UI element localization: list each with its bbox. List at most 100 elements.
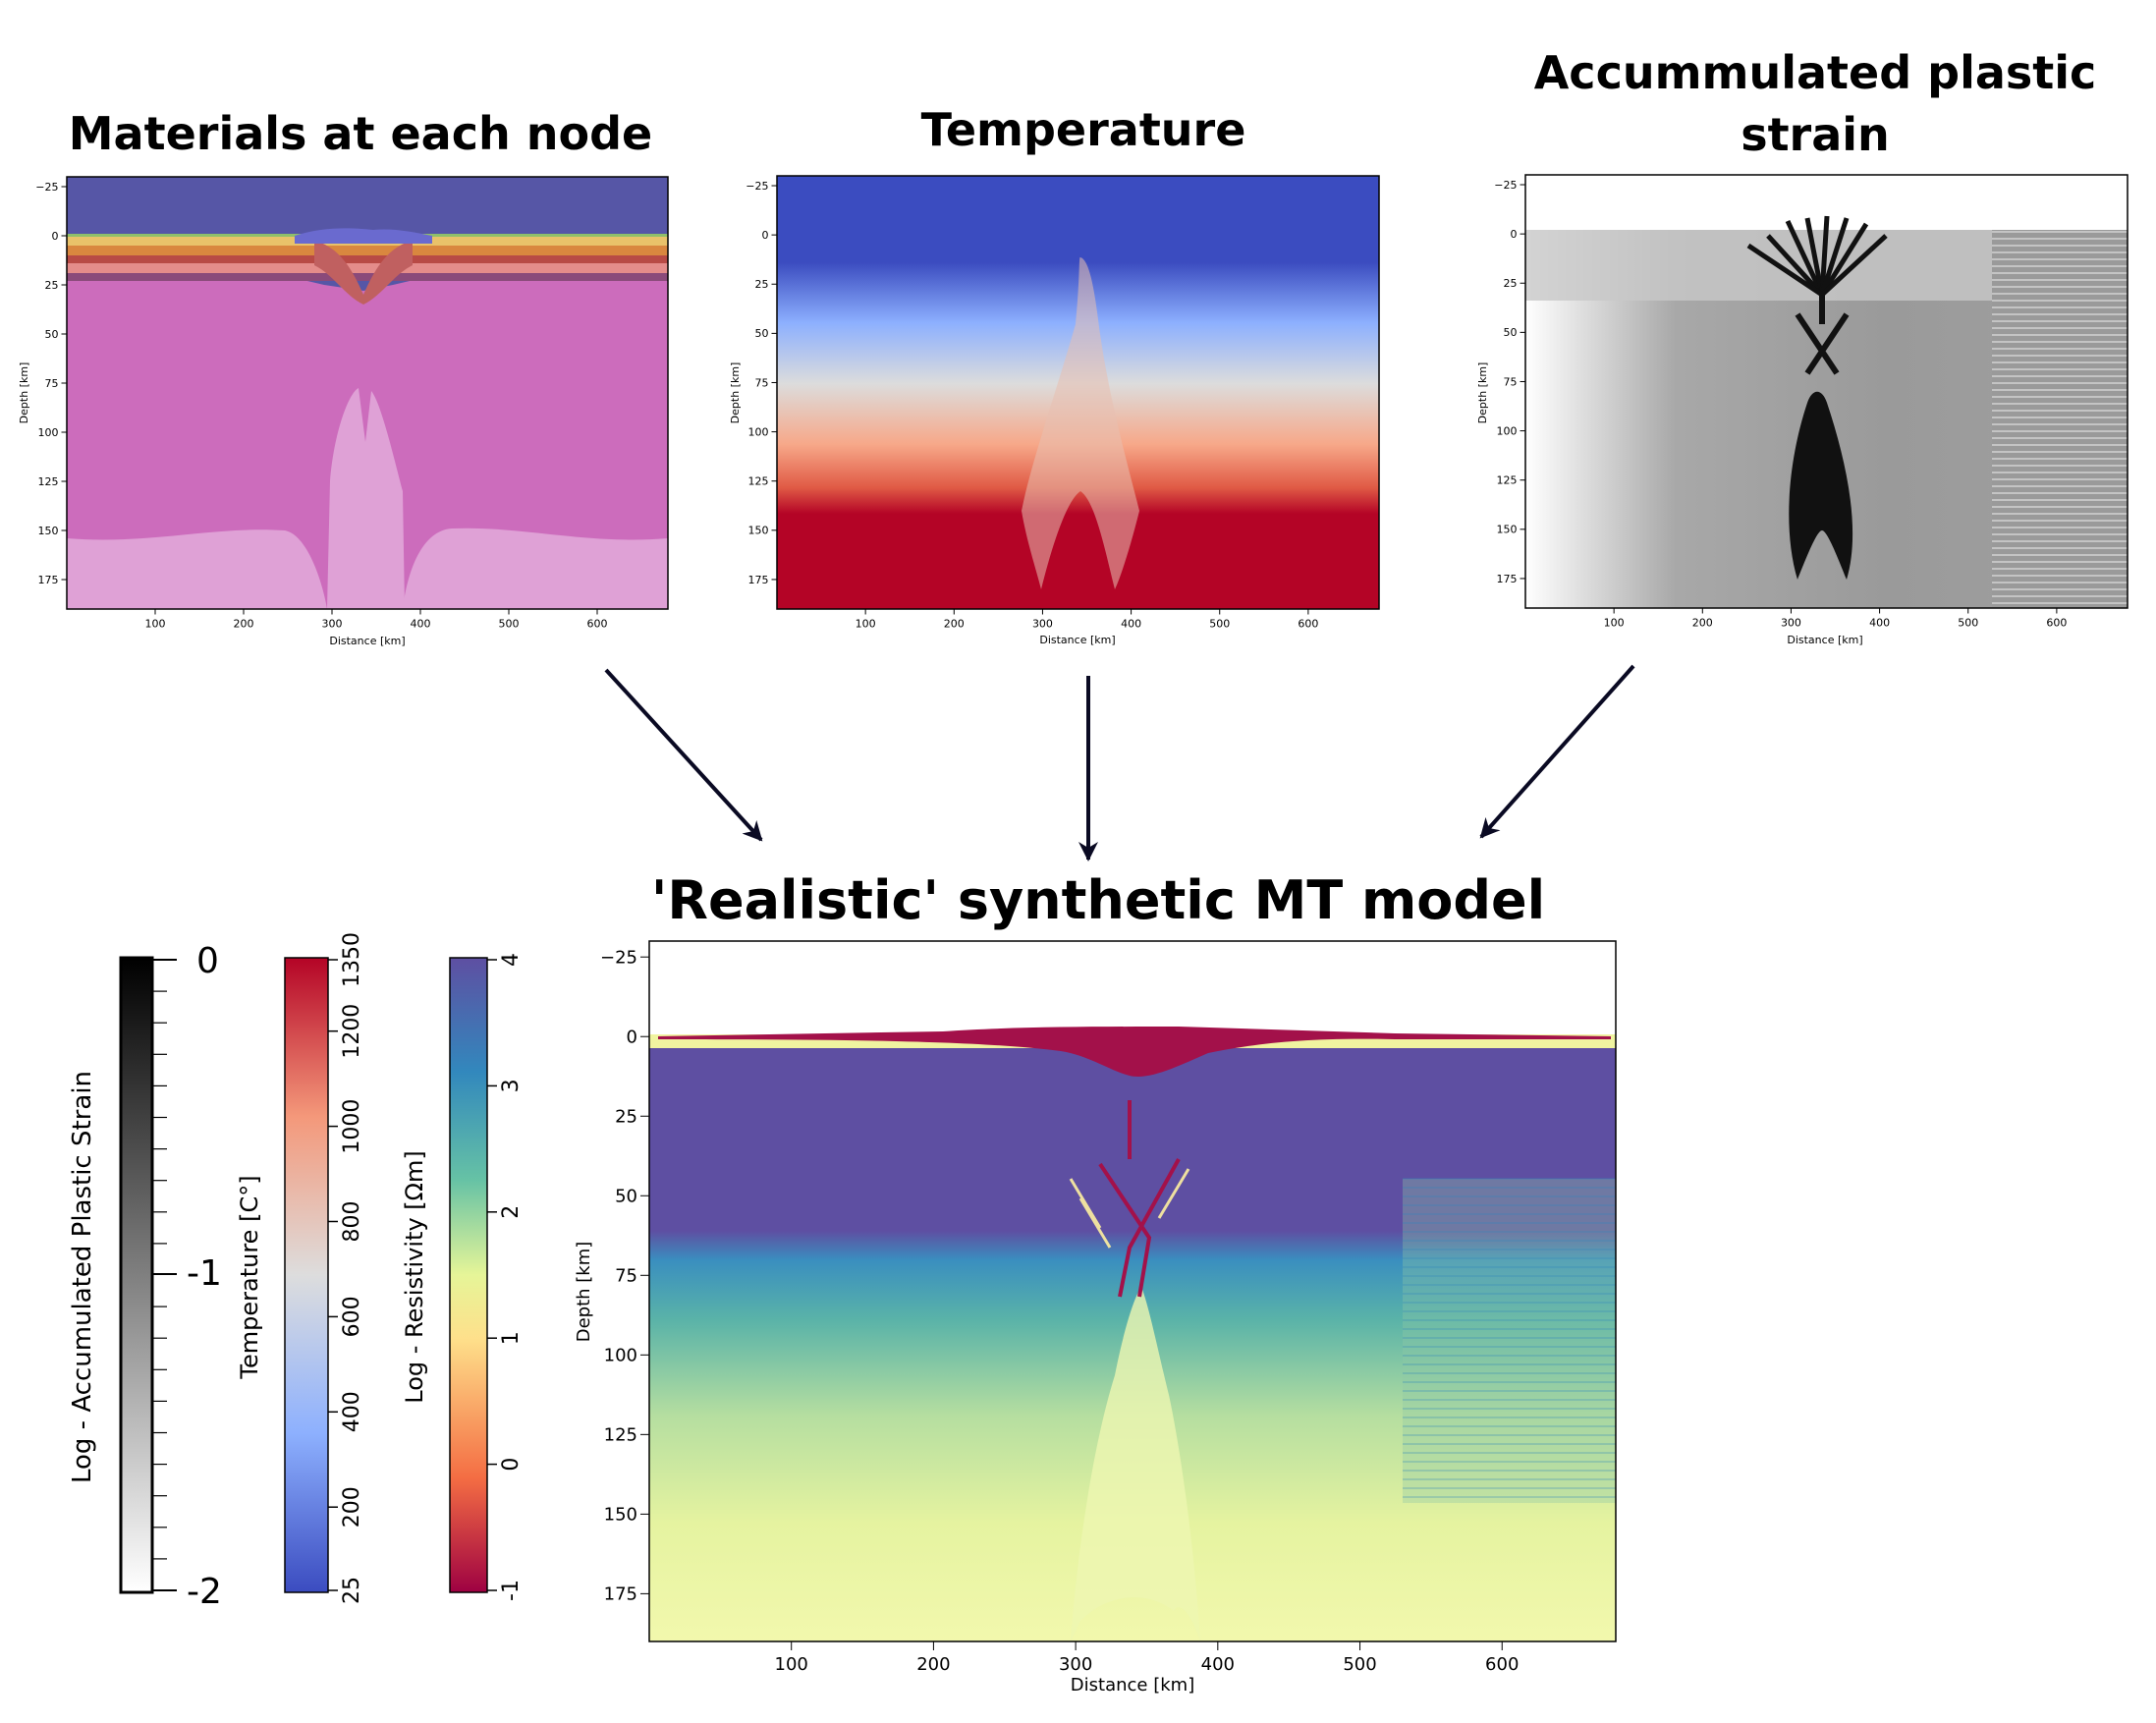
strain-upper-crust — [1525, 230, 1992, 301]
mt-stripes — [1403, 1178, 1616, 1498]
y-tick-label: 0 — [627, 1028, 637, 1048]
colorbar-resistivity-label: Log - Resistivity [Ωm] — [401, 1150, 428, 1403]
x-tick-label: 400 — [1201, 1654, 1235, 1675]
y-tick-label: 25 — [45, 279, 59, 292]
x-tick-label: 500 — [1958, 617, 1978, 630]
x-tick-label: 200 — [944, 618, 965, 631]
x-tick-label: 100 — [856, 618, 876, 631]
y-tick-label: 0 — [1511, 228, 1518, 241]
mt-conductive-faults — [1098, 1100, 1181, 1298]
x-tick-label: 100 — [145, 618, 166, 631]
temperature-plume-anomaly — [1022, 256, 1139, 589]
colorbar-tick-label: 0 — [499, 1458, 524, 1472]
mt-xlabel: Distance [km] — [1071, 1675, 1194, 1695]
materials-crust-red — [67, 255, 668, 263]
x-tick-label: 600 — [2046, 617, 2067, 630]
materials-xticks: 100 200 300 400 500 600 — [145, 609, 608, 631]
strain-yticks: −25 0 25 50 75 100 125 150 175 — [1494, 179, 1525, 585]
y-tick-label: 0 — [762, 229, 769, 242]
colorbar-strain-tick-0: 0 — [196, 941, 219, 981]
y-tick-label: 150 — [604, 1505, 637, 1526]
y-tick-label: 100 — [1497, 424, 1518, 437]
y-tick-label: 100 — [604, 1346, 637, 1366]
x-tick-label: 600 — [1298, 618, 1318, 631]
mt-plume — [1071, 1287, 1200, 1641]
strain-plot-area — [1524, 174, 2128, 609]
arrow-left — [604, 668, 763, 842]
colorbar-tick-label: 4 — [499, 953, 524, 967]
mt-xticks: 100 200 300 400 500 600 — [775, 1641, 1519, 1675]
colorbar-tick-label: 2 — [499, 1205, 524, 1219]
temperature-title: Temperature — [921, 103, 1246, 156]
y-tick-label: 25 — [1504, 277, 1518, 290]
y-tick-label: 50 — [755, 327, 769, 340]
y-tick-label: −25 — [600, 948, 637, 969]
colorbar-tick-label: 1000 — [340, 1099, 364, 1154]
strain-stripes — [1992, 231, 2128, 604]
mt-conductive-surface — [658, 1027, 1611, 1077]
strain-xticks: 100 200 300 400 500 600 — [1604, 608, 2067, 630]
y-tick-label: 175 — [748, 574, 769, 586]
colorbar-tick-label: 200 — [340, 1486, 364, 1528]
y-tick-label: 25 — [755, 278, 769, 291]
y-tick-label: −25 — [35, 181, 58, 194]
y-tick-label: 100 — [748, 425, 769, 438]
colorbar-tick-label: -1 — [499, 1580, 524, 1601]
materials-rift-basin — [295, 228, 432, 244]
colorbar-temperature-bar — [284, 957, 329, 1593]
temperature-xticks: 100 200 300 400 500 600 — [856, 609, 1318, 631]
mt-yticks: −25 0 25 50 75 100 125 150 175 — [600, 948, 649, 1605]
materials-crust-dark — [67, 273, 668, 281]
y-tick-label: 0 — [52, 230, 59, 243]
materials-ylabel: Depth [km] — [18, 362, 30, 424]
colorbar-strain-label: Log - Accumulated Plastic Strain — [68, 1071, 97, 1483]
mt-plot-area — [648, 940, 1617, 1642]
x-tick-label: 300 — [1781, 617, 1801, 630]
temperature-yticks: −25 0 25 50 75 100 125 150 175 — [746, 180, 777, 586]
x-tick-label: 300 — [1032, 618, 1053, 631]
colorbar-temperature: 25 200 400 600 800 1000 1200 1350 Temperature [… — [236, 932, 364, 1604]
materials-rift-deformation — [314, 241, 413, 305]
y-tick-label: 175 — [38, 574, 59, 586]
colorbar-tick-label: 1200 — [340, 1004, 364, 1059]
materials-plume — [327, 388, 405, 609]
colorbar-strain-bar — [119, 956, 154, 1594]
x-tick-label: 600 — [587, 618, 608, 631]
y-tick-label: 75 — [755, 376, 769, 389]
y-tick-label: 175 — [1497, 573, 1518, 585]
x-tick-label: 500 — [1209, 618, 1230, 631]
y-tick-label: 150 — [748, 525, 769, 537]
mt-striped-region — [1403, 1179, 1616, 1503]
temperature-plot-area — [776, 175, 1380, 610]
y-tick-label: 75 — [45, 377, 59, 390]
materials-plot-area — [66, 176, 669, 610]
x-tick-label: 600 — [1485, 1654, 1519, 1675]
y-tick-label: 75 — [615, 1266, 637, 1287]
materials-crust-pink — [67, 263, 668, 273]
x-tick-label: 200 — [234, 618, 254, 631]
mt-resistive-halo — [1069, 1168, 1190, 1249]
strain-xlabel: Distance [km] — [1787, 634, 1862, 646]
y-tick-label: 75 — [1504, 375, 1518, 388]
x-tick-label: 400 — [1121, 618, 1141, 631]
x-tick-label: 200 — [916, 1654, 950, 1675]
strain-title-line-1: Accummulated plastic — [1534, 46, 2097, 99]
y-tick-label: 50 — [1504, 326, 1518, 339]
y-tick-label: 125 — [38, 475, 59, 488]
strain-plume-root — [1789, 391, 1853, 580]
x-tick-label: 300 — [322, 618, 343, 631]
colorbar-strain-tick-1: -1 — [187, 1253, 222, 1294]
x-tick-label: 100 — [1604, 617, 1625, 630]
colorbar-strain-tick-2: -2 — [187, 1572, 222, 1612]
materials-xlabel: Distance [km] — [329, 635, 405, 647]
y-tick-label: 125 — [1497, 474, 1518, 487]
x-tick-label: 500 — [499, 618, 520, 631]
colorbar-tick-label: 600 — [340, 1296, 364, 1337]
materials-crust-orange — [67, 246, 668, 255]
colorbar-temperature-label: Temperature [C°] — [236, 1175, 263, 1379]
x-tick-label: 100 — [775, 1654, 808, 1675]
materials-panel: Materials at each node −25 0 25 50 75 100 125 1… — [18, 107, 669, 647]
colorbar-strain: 0 -1 -2 Log - Accumulated Plastic Strain — [68, 941, 222, 1612]
strain-striped-region — [1992, 230, 2128, 608]
